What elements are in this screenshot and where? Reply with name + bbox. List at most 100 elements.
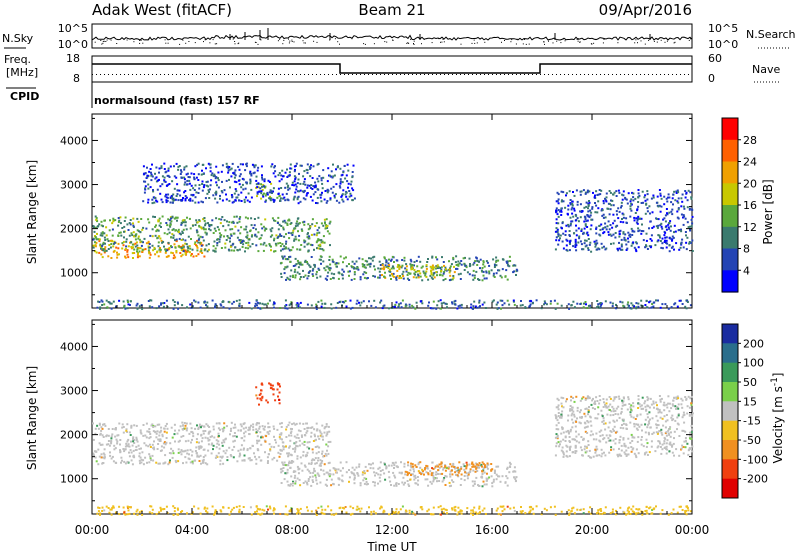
- data-cell: [611, 302, 614, 305]
- data-cell: [322, 176, 325, 179]
- data-cell: [216, 455, 219, 458]
- data-cell: [304, 260, 307, 263]
- data-cell: [608, 409, 611, 411]
- data-cell: [112, 245, 115, 248]
- data-cell: [306, 184, 309, 187]
- nave-dot: [564, 74, 565, 75]
- data-cell: [675, 190, 678, 193]
- data-cell: [109, 239, 112, 242]
- data-cell: [681, 416, 684, 419]
- data-cell: [690, 431, 693, 434]
- data-cell: [441, 274, 444, 277]
- data-cell: [160, 302, 163, 305]
- data-cell: [247, 241, 250, 244]
- data-cell: [265, 399, 268, 402]
- data-cell: [147, 249, 150, 252]
- data-cell: [121, 227, 124, 229]
- data-cell: [308, 271, 311, 274]
- data-cell: [377, 482, 379, 485]
- data-cell: [396, 259, 399, 262]
- data-cell: [602, 398, 605, 401]
- data-cell: [256, 435, 259, 438]
- data-cell: [315, 422, 318, 425]
- data-cell: [296, 302, 299, 305]
- data-cell: [630, 302, 633, 305]
- data-cell: [308, 184, 311, 187]
- data-cell: [515, 476, 518, 479]
- data-cell: [375, 472, 378, 475]
- data-cell: [243, 432, 245, 435]
- data-cell: [148, 461, 151, 464]
- data-cell: [350, 180, 353, 183]
- data-cell: [232, 220, 235, 223]
- data-cell: [103, 250, 106, 253]
- data-cell: [492, 299, 495, 302]
- data-cell: [255, 431, 258, 434]
- nave-dot: [352, 74, 353, 75]
- data-cell: [460, 303, 463, 306]
- data-cell: [390, 278, 392, 280]
- data-cell: [207, 248, 210, 251]
- data-cell: [560, 304, 563, 307]
- nsearch-dot: [543, 41, 545, 43]
- data-cell: [229, 233, 232, 236]
- data-cell: [614, 236, 617, 239]
- data-cell: [409, 464, 412, 467]
- nave-dot: [560, 74, 561, 75]
- data-cell: [236, 221, 239, 224]
- data-cell: [397, 306, 400, 309]
- data-cell: [617, 249, 620, 252]
- data-cell: [604, 216, 607, 219]
- data-cell: [442, 467, 445, 469]
- data-cell: [661, 227, 664, 230]
- data-cell: [315, 270, 318, 273]
- data-cell: [640, 217, 643, 220]
- data-cell: [225, 198, 228, 201]
- data-cell: [185, 228, 188, 231]
- data-cell: [139, 462, 141, 465]
- data-cell: [266, 456, 269, 459]
- data-cell: [330, 307, 333, 310]
- data-cell: [339, 180, 342, 183]
- data-cell: [621, 198, 624, 201]
- data-cell: [391, 274, 394, 277]
- data-cell: [463, 468, 466, 471]
- data-cell: [330, 484, 333, 487]
- data-cell: [268, 430, 271, 433]
- data-cell: [186, 172, 189, 175]
- nave-dot: [464, 74, 465, 75]
- data-cell: [353, 273, 356, 276]
- data-cell: [482, 261, 485, 264]
- data-cell: [164, 248, 167, 251]
- power-colorbar-label: Power [dB]: [761, 179, 775, 244]
- data-cell: [352, 189, 355, 192]
- data-cell: [119, 449, 121, 452]
- data-cell: [138, 250, 141, 253]
- data-cell: [410, 260, 413, 263]
- data-cell: [449, 470, 452, 473]
- data-cell: [192, 435, 195, 438]
- data-cell: [457, 263, 460, 266]
- data-cell: [371, 259, 374, 262]
- freq-tick-bottom: 8: [73, 72, 80, 85]
- data-cell: [223, 189, 226, 192]
- data-cell: [259, 307, 262, 310]
- data-cell: [583, 242, 586, 245]
- data-cell: [646, 207, 649, 210]
- data-cell: [398, 277, 401, 280]
- data-cell: [605, 406, 608, 409]
- data-cell: [506, 261, 509, 264]
- data-cell: [140, 461, 143, 464]
- data-cell: [278, 455, 281, 458]
- data-cell: [156, 200, 159, 203]
- data-cell: [294, 225, 297, 228]
- data-cell: [597, 200, 600, 203]
- freq-tick-top: 18: [66, 52, 80, 65]
- data-cell: [287, 484, 290, 487]
- nave-dot: [228, 74, 229, 75]
- data-cell: [247, 457, 250, 460]
- data-cell: [325, 478, 328, 481]
- data-cell: [615, 190, 618, 193]
- data-cell: [208, 228, 211, 231]
